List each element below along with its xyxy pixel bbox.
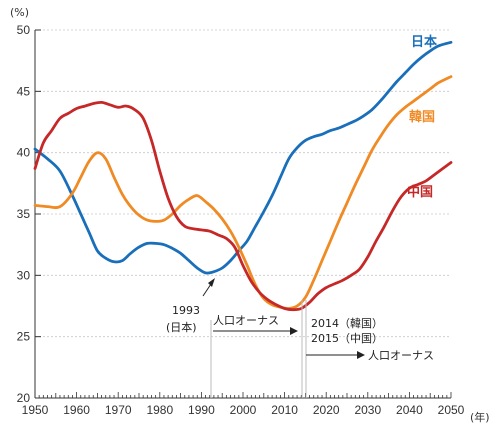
annotation-2014-onus-arrowhead bbox=[357, 351, 365, 359]
x-tick-label-2000: 2000 bbox=[230, 403, 257, 417]
x-tick-label-1980: 1980 bbox=[146, 403, 173, 417]
annotation-1993-onus-arrowhead bbox=[290, 327, 298, 335]
series-line-1 bbox=[33, 75, 453, 310]
gridlines bbox=[35, 29, 451, 338]
annotation-2014-korea: 2014（韓国） bbox=[311, 317, 383, 330]
series-label-1: 韓国 bbox=[409, 109, 435, 125]
annotation-1993-country: (日本) bbox=[166, 320, 197, 334]
x-tick-label-2030: 2030 bbox=[354, 403, 381, 417]
annotations: 1993 (日本) 人口オーナス 2014（韓国） 2015（中国） 人口オーナ… bbox=[166, 278, 434, 398]
annotation-1993-year: 1993 bbox=[172, 304, 200, 317]
annotation-2015-china: 2015（中国） bbox=[311, 332, 383, 345]
annotation-2014-onus-label: 人口オーナス bbox=[368, 349, 434, 362]
y-tick-label-30: 30 bbox=[17, 268, 31, 282]
x-tick-label-1950: 1950 bbox=[22, 403, 49, 417]
y-tick-label-35: 35 bbox=[17, 207, 31, 221]
x-tick-label-1990: 1990 bbox=[188, 403, 215, 417]
x-tick-label-2020: 2020 bbox=[313, 403, 340, 417]
x-axis-unit: (年) bbox=[470, 410, 490, 424]
annotation-1993-pointer-head bbox=[208, 278, 215, 287]
y-tick-label-40: 40 bbox=[17, 146, 31, 160]
y-tick-label-20: 20 bbox=[17, 391, 31, 405]
annotation-1993-onus-label: 人口オーナス bbox=[213, 314, 279, 327]
series-label-2: 中国 bbox=[407, 184, 433, 200]
x-tick-label-2040: 2040 bbox=[396, 403, 423, 417]
x-tick-label-2010: 2010 bbox=[271, 403, 298, 417]
axes: 20 25 30 35 40 45 50 1950 1960 1970 1980 1990 2000 20… bbox=[17, 23, 465, 417]
series-label-0: 日本 bbox=[411, 34, 437, 50]
y-axis-unit: (%) bbox=[10, 6, 29, 19]
series-lines bbox=[33, 40, 453, 312]
y-tick-label-45: 45 bbox=[17, 84, 31, 98]
x-tick-label-1960: 1960 bbox=[63, 403, 90, 417]
x-tick-label-2050: 2050 bbox=[438, 403, 465, 417]
y-tick-label-50: 50 bbox=[17, 23, 31, 37]
x-tick-label-1970: 1970 bbox=[105, 403, 132, 417]
y-tick-label-25: 25 bbox=[17, 330, 31, 344]
series-line-0 bbox=[33, 40, 453, 275]
series-line-2 bbox=[33, 100, 453, 312]
